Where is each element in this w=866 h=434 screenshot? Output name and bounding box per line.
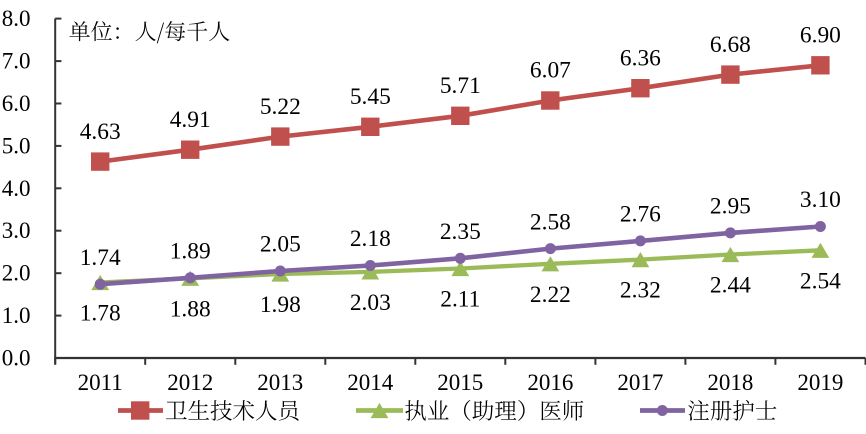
svg-text:2013: 2013 — [257, 370, 303, 395]
svg-text:2.54: 2.54 — [800, 268, 841, 294]
svg-text:2015: 2015 — [437, 370, 483, 395]
svg-text:8.0: 8.0 — [2, 6, 31, 31]
svg-text:6.36: 6.36 — [620, 45, 661, 71]
svg-text:3.10: 3.10 — [800, 187, 841, 213]
svg-text:1.88: 1.88 — [170, 296, 211, 322]
svg-text:2.0: 2.0 — [2, 261, 31, 286]
svg-text:2.11: 2.11 — [440, 287, 480, 313]
svg-text:2.44: 2.44 — [710, 273, 751, 299]
svg-text:2012: 2012 — [167, 370, 213, 395]
svg-text:6.68: 6.68 — [710, 32, 751, 58]
svg-text:2.18: 2.18 — [350, 226, 391, 252]
svg-text:2.95: 2.95 — [710, 194, 751, 220]
svg-text:2.03: 2.03 — [350, 290, 391, 316]
svg-text:5.71: 5.71 — [440, 73, 481, 99]
svg-text:2.58: 2.58 — [530, 209, 571, 235]
svg-text:2.22: 2.22 — [530, 282, 571, 308]
svg-text:2019: 2019 — [797, 370, 843, 395]
svg-text:7.0: 7.0 — [2, 49, 31, 74]
svg-text:3.0: 3.0 — [2, 218, 31, 243]
svg-text:2.35: 2.35 — [440, 219, 481, 245]
svg-text:4.91: 4.91 — [170, 107, 211, 133]
svg-text:2011: 2011 — [78, 370, 123, 395]
svg-text:2.05: 2.05 — [260, 232, 301, 258]
svg-text:5.0: 5.0 — [2, 133, 31, 158]
svg-text:2017: 2017 — [617, 370, 663, 395]
svg-text:1.0: 1.0 — [2, 303, 31, 328]
svg-text:2.76: 2.76 — [620, 202, 661, 228]
svg-text:1.89: 1.89 — [170, 239, 211, 265]
svg-text:2018: 2018 — [707, 370, 753, 395]
svg-text:4.63: 4.63 — [80, 119, 121, 145]
svg-text:2.32: 2.32 — [620, 278, 661, 304]
svg-text:5.45: 5.45 — [350, 84, 391, 110]
svg-text:2014: 2014 — [347, 370, 394, 395]
svg-text:1.78: 1.78 — [80, 301, 121, 327]
svg-text:0.0: 0.0 — [2, 346, 31, 371]
svg-text:2016: 2016 — [527, 370, 573, 395]
svg-text:6.0: 6.0 — [2, 91, 31, 116]
svg-text:6.07: 6.07 — [530, 58, 571, 84]
svg-text:5.22: 5.22 — [260, 94, 301, 120]
svg-text:1.74: 1.74 — [80, 245, 121, 271]
svg-text:1.98: 1.98 — [260, 292, 301, 318]
svg-text:4.0: 4.0 — [2, 176, 31, 201]
svg-text:6.90: 6.90 — [800, 23, 841, 49]
